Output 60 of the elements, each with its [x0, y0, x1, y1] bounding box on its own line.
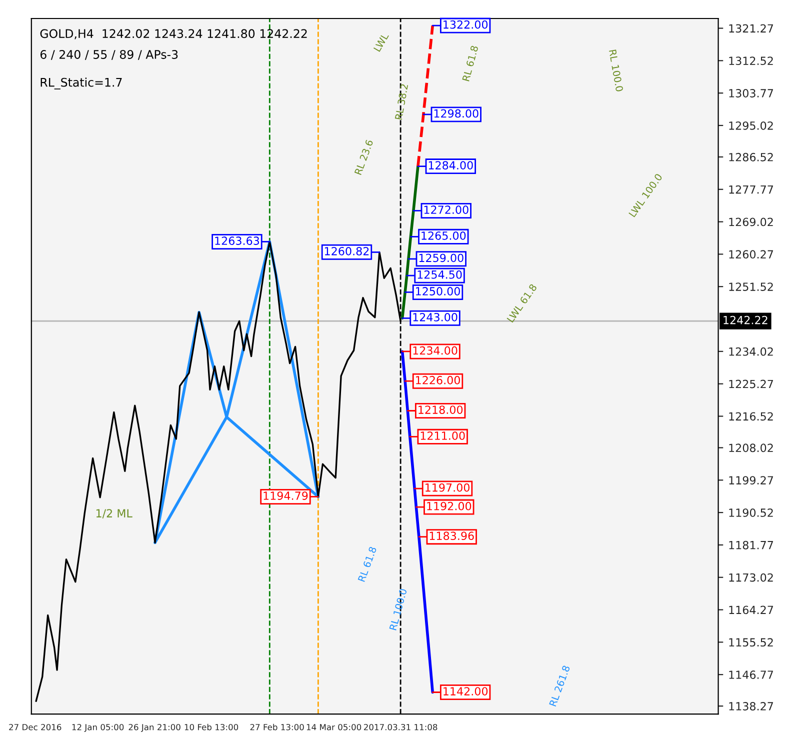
annotation: 1265.00: [422, 231, 466, 240]
annotation: 1211.00: [420, 431, 465, 440]
y-tick-label: 1155.52: [729, 638, 773, 647]
x-tick-label: 2017.03.31 11:08: [364, 724, 438, 730]
y-tick-label: 1295.02: [729, 121, 773, 130]
y-tick-label: 1146.77: [729, 670, 773, 679]
y-tick-label: 1138.27: [729, 702, 773, 710]
x-tick-label: 27 Dec 2016: [9, 724, 62, 730]
y-tick-label: 1277.77: [729, 185, 773, 194]
y-tick-label: 1208.02: [729, 444, 773, 452]
y-tick-label: 1312.52: [729, 56, 773, 66]
annotation: RL 100.0: [389, 588, 408, 630]
y-tick-label: 1181.77: [729, 540, 773, 550]
annotation: RL 38.2: [394, 84, 408, 120]
y-tick-label: 1173.02: [729, 573, 773, 582]
y-tick-label: 1164.27: [729, 606, 773, 614]
annotation: 1197.00: [426, 483, 470, 492]
y-tick-label: 1234.02: [729, 347, 773, 356]
annotation: 1254.50: [418, 270, 462, 279]
y-tick-label: 1303.77: [729, 89, 773, 98]
y-tick-label: 1269.02: [729, 218, 773, 226]
annotation: RL 61.8: [358, 546, 377, 582]
x-tick-label: 26 Jan 21:00: [128, 724, 180, 732]
annotation: 6 / 240 / 55 / 89 / APs-3: [40, 50, 178, 60]
annotation: 1284.00: [428, 161, 473, 170]
annotation: 1259.00: [419, 254, 464, 262]
x-tick-label: 27 Feb 13:00: [250, 724, 304, 730]
x-tick-label: 12 Jan 05:00: [72, 724, 124, 732]
annotation: RL 100.0: [608, 50, 624, 92]
annotation: 1218.00: [418, 406, 463, 414]
y-tick-label: 1216.52: [729, 412, 773, 421]
y-tick-label: 1286.52: [729, 152, 773, 162]
annotation: 1183.96: [430, 532, 474, 540]
annotation: 1272.00: [424, 206, 468, 214]
annotation: 1250.00: [416, 287, 460, 296]
annotation: RL_Static=1.7: [40, 78, 122, 90]
annotation: RL 261.8: [548, 665, 570, 707]
annotation: 1260.82: [324, 246, 369, 256]
annotation: RL 23.6: [354, 139, 374, 176]
annotation: 1243.00: [413, 312, 458, 322]
annotation: 1298.00: [434, 109, 478, 118]
annotation: 1263.63: [215, 236, 260, 245]
annotation: 1322.00: [444, 20, 488, 29]
annotation: 1/2 ML: [96, 509, 132, 518]
y-tick-label: 1225.27: [729, 380, 773, 388]
annotation: GOLD,H4 1242.02 1243.24 1241.80 1242.22: [40, 29, 307, 40]
y-tick-label: 1190.52: [729, 508, 773, 517]
annotation: 1192.00: [427, 502, 472, 510]
annotation: RL 61.8: [462, 45, 478, 82]
annotation: 1142.00: [444, 687, 488, 696]
x-tick-label: 10 Feb 13:00: [184, 724, 238, 730]
ref-line-label: 1242.22: [724, 316, 768, 324]
y-tick-label: 1321.27: [729, 24, 773, 33]
annotation: 1234.00: [413, 346, 458, 355]
x-tick-label: 14 Mar 05:00: [306, 724, 362, 730]
annotation: 1194.79: [264, 492, 308, 500]
y-tick-label: 1260.27: [729, 250, 773, 259]
annotation: 1226.00: [416, 376, 460, 384]
y-tick-label: 1199.27: [729, 476, 773, 484]
y-tick-label: 1251.52: [729, 282, 773, 291]
